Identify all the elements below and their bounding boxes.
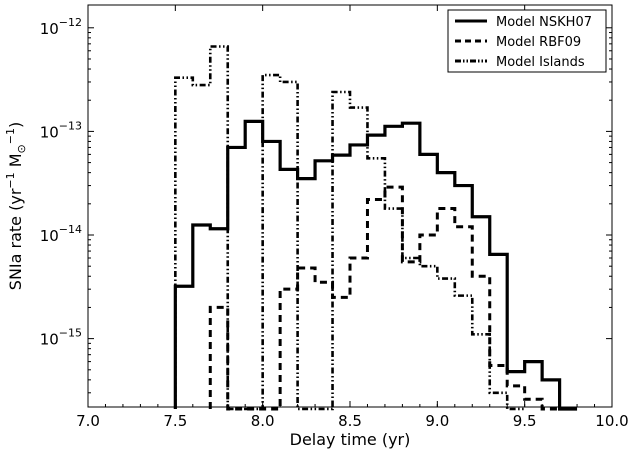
x-axis-title: Delay time (yr)	[290, 430, 411, 449]
y-axis-title-end: )	[6, 122, 25, 128]
legend-label-nskh07: Model NSKH07	[496, 15, 592, 30]
y-axis-title: SNIa rate (yr−1 M⊙−1)	[4, 122, 28, 290]
x-tick-label: 8.5	[338, 412, 362, 430]
y-tick-label: 10−12	[40, 16, 82, 38]
x-tick-label: 9.5	[513, 412, 537, 430]
legend-label-islands: Model Islands	[496, 55, 585, 70]
y-tick-label: 10−15	[40, 327, 82, 349]
y-axis-title-sup2: −1	[4, 128, 17, 144]
y-tick-label: 10−13	[40, 119, 82, 141]
series-line-model-rbf09	[208, 185, 560, 411]
y-axis-title-sub: ⊙	[15, 144, 28, 153]
x-tick-label: 7.0	[76, 412, 100, 430]
x-tick-label: 10.0	[595, 412, 628, 430]
series-layer	[173, 45, 578, 411]
series-line-model-islands	[174, 45, 525, 411]
y-axis-title-sup1: −1	[4, 172, 17, 188]
y-axis-title-main: SNIa rate (yr	[6, 188, 25, 290]
tick-layer: 7.0 7.5 8.0 8.5 9.0 9.5 10.0 10−15 10−14 10−13 10−…	[40, 5, 629, 430]
legend-label-rbf09: Model RBF09	[496, 35, 581, 50]
x-tick-label: 7.5	[163, 412, 187, 430]
legend: Model NSKH07 Model RBF09 Model Islands	[447, 9, 607, 73]
y-tick-label: 10−14	[40, 223, 82, 245]
x-tick-label: 9.0	[425, 412, 449, 430]
y-axis-title-mid: M	[6, 153, 25, 172]
x-tick-label: 8.0	[251, 412, 275, 430]
plot-frame	[87, 4, 613, 408]
